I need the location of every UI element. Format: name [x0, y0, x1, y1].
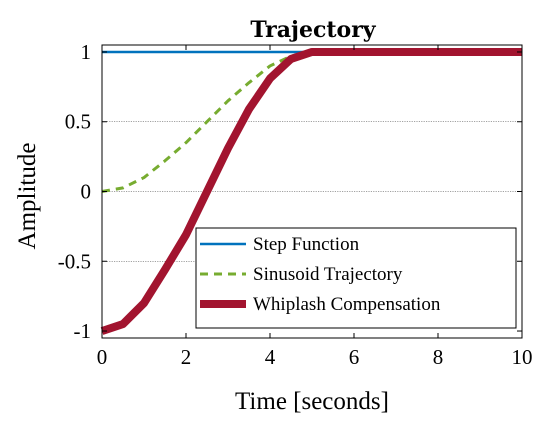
- x-tick-label: 4: [265, 345, 276, 369]
- y-tick-label: 0: [81, 180, 92, 204]
- series-group: [100, 47, 522, 335]
- y-tick-label: 0.5: [65, 110, 91, 134]
- axis-ticks: 0 2 4 6 8 10 1 0.5 0 -0.5 -1: [58, 40, 533, 369]
- legend: Step Function Sinusoid Trajectory Whiplash…: [195, 227, 517, 329]
- series-line-3: [100, 47, 522, 335]
- series-line-2: [101, 50, 522, 193]
- x-tick-label: 2: [181, 345, 192, 369]
- x-tick-label: 6: [349, 345, 360, 369]
- x-tick-label: 10: [512, 345, 533, 369]
- y-axis-label: Amplitude: [14, 143, 41, 250]
- y-tick-label: 1: [81, 40, 92, 64]
- x-tick-label: 0: [97, 345, 108, 369]
- y-tick-label: -1: [74, 319, 92, 343]
- legend-label-1: Step Function: [253, 234, 360, 255]
- x-axis-label: Time [seconds]: [235, 388, 389, 415]
- x-tick-label: 8: [433, 345, 444, 369]
- y-tick-label: -0.5: [58, 249, 91, 273]
- legend-label-3: Whiplash Compensation: [253, 294, 441, 315]
- legend-box: [195, 227, 517, 329]
- chart-title: Trajectory: [250, 17, 376, 43]
- legend-label-2: Sinusoid Trajectory: [253, 264, 403, 285]
